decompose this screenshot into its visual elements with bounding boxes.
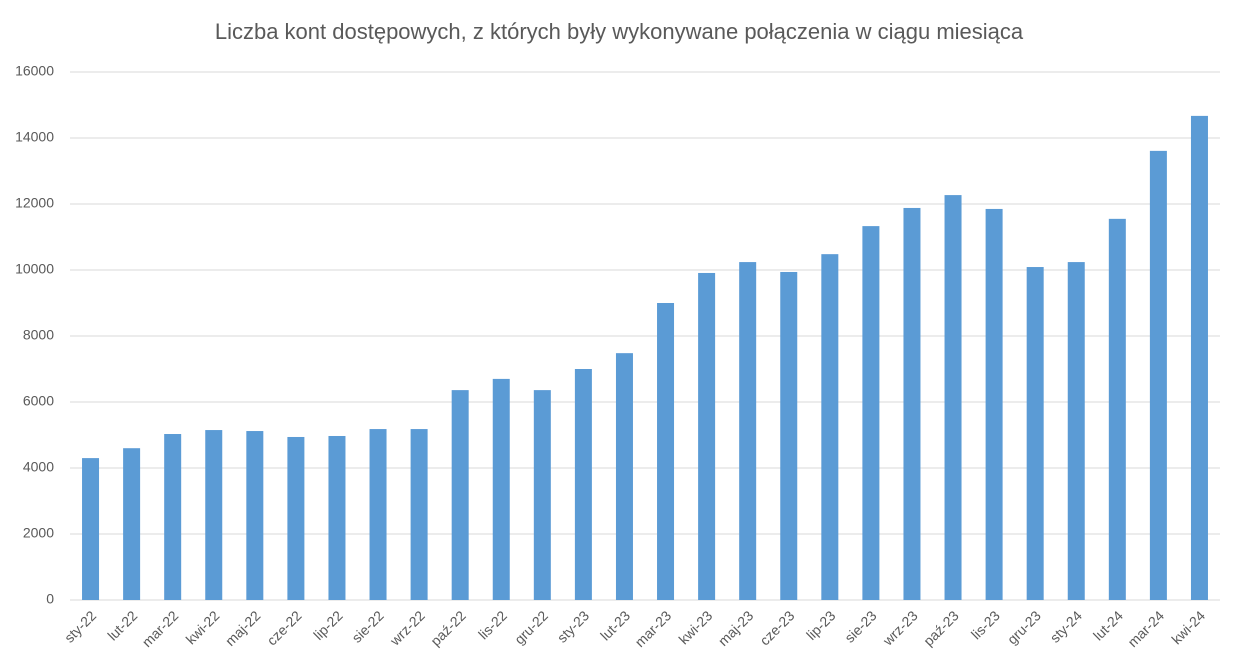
x-tick-label: lut-23 [597,607,633,643]
bar [821,254,839,600]
bar [615,353,633,600]
bar [369,429,387,600]
y-tick-label: 16000 [15,63,54,79]
bar [698,272,716,600]
y-tick-label: 0 [46,591,54,607]
x-tick-label: mar-24 [1124,607,1167,650]
x-tick-label: kwi-23 [675,607,715,647]
bar [1026,267,1044,600]
y-tick-label: 14000 [15,129,54,145]
x-tick-label: lip-23 [803,607,839,643]
x-tick-label: wrz-23 [879,607,921,649]
bar [574,369,592,600]
bar [123,448,141,600]
bar [410,429,428,600]
x-tick-label: kwi-24 [1168,607,1208,647]
bar [1067,262,1085,600]
bar [246,431,264,600]
bar [985,208,1003,600]
bar [492,378,510,600]
y-tick-label: 4000 [23,459,54,475]
x-tick-label: lis-22 [475,607,510,642]
bar [657,303,675,600]
bar [903,207,921,600]
bar [164,434,182,600]
y-tick-label: 8000 [23,327,54,343]
y-tick-label: 12000 [15,195,54,211]
x-tick-label: kwi-22 [183,607,223,647]
bar [287,436,305,600]
bar [205,430,223,600]
x-tick-label: mar-23 [632,607,675,650]
x-tick-label: maj-23 [715,607,757,649]
x-tick-label: sty-24 [1047,607,1085,645]
bar [739,262,757,600]
x-tick-label: sty-22 [61,607,99,645]
x-tick-label: sie-22 [348,607,386,645]
x-tick-label: cze-22 [264,607,305,648]
x-tick-label: cze-23 [756,607,797,648]
x-tick-label: sie-23 [841,607,879,645]
chart-title: Liczba kont dostępowych, z których były … [215,19,1024,44]
x-tick-label: paź-22 [427,607,469,649]
x-tick-label: maj-22 [222,607,264,649]
x-tick-label: paź-23 [920,607,962,649]
x-tick-label: gru-23 [1004,607,1044,647]
bar [82,458,100,600]
bar [862,226,880,601]
x-tick-label: gru-22 [511,607,551,647]
x-tick-label: lut-24 [1090,607,1126,643]
bar [780,271,798,600]
y-tick-label: 10000 [15,261,54,277]
bar [451,390,469,600]
y-tick-label: 2000 [23,525,54,541]
x-tick-label: lis-23 [968,607,1003,642]
bar [944,195,962,600]
x-tick-label: lip-22 [310,607,346,643]
bar [1108,218,1126,600]
bar [328,435,346,600]
y-tick-label: 6000 [23,393,54,409]
x-tick-label: sty-23 [554,607,592,645]
bar [1149,150,1167,600]
x-tick-label: lut-22 [104,607,140,643]
bar [533,390,551,600]
bar [1190,115,1208,600]
x-tick-label: mar-22 [139,607,182,650]
x-tick-label: wrz-22 [386,607,428,649]
